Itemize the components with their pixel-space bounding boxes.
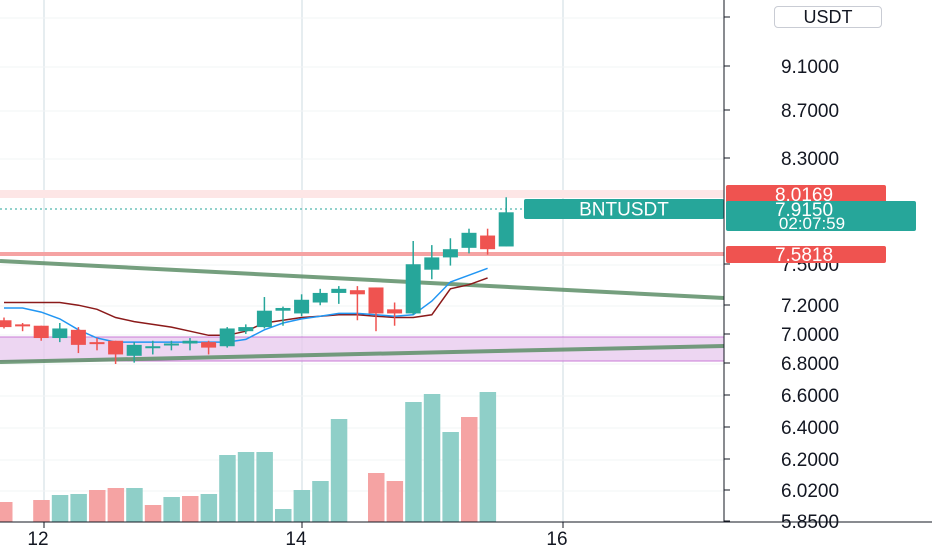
price-axis-label: 9.1000 bbox=[781, 57, 839, 78]
candle-body[interactable] bbox=[480, 235, 496, 250]
grid-lines bbox=[0, 0, 724, 522]
candle-body[interactable] bbox=[275, 307, 291, 311]
volume-bar bbox=[70, 494, 87, 522]
currency-button[interactable]: USDT bbox=[774, 6, 882, 28]
volume-bar bbox=[275, 509, 292, 522]
volume-bar bbox=[256, 452, 273, 522]
volume-bar bbox=[330, 419, 348, 522]
candle-body[interactable] bbox=[108, 340, 124, 355]
candle-body[interactable] bbox=[145, 346, 161, 349]
level-low-label: 7.5818 bbox=[775, 245, 833, 266]
level-high-label: 8.0169 bbox=[775, 185, 833, 206]
volume-bar bbox=[0, 502, 13, 522]
volume-bar bbox=[461, 417, 478, 522]
price-axis-label: 6.8000 bbox=[781, 354, 839, 375]
bar-countdown-label: 02:07:59 bbox=[779, 214, 845, 233]
candle-body[interactable] bbox=[405, 264, 421, 314]
time-axis-label: 16 bbox=[546, 529, 567, 550]
candle-body[interactable] bbox=[0, 320, 12, 328]
volume-bar bbox=[126, 488, 143, 522]
price-axis-label: 6.2000 bbox=[781, 450, 839, 471]
candle-body[interactable] bbox=[331, 288, 347, 293]
price-axis-label: 8.3000 bbox=[781, 149, 839, 170]
volume-bar bbox=[423, 394, 441, 522]
candle-body[interactable] bbox=[312, 292, 328, 303]
level-low-tag bbox=[726, 246, 886, 263]
candle-body[interactable] bbox=[33, 325, 49, 339]
volume-bar bbox=[386, 481, 404, 522]
volume-bar bbox=[442, 432, 459, 522]
volume-bar bbox=[237, 452, 255, 522]
volume-bar bbox=[144, 505, 162, 522]
candle-body[interactable] bbox=[461, 232, 477, 248]
volume-bar bbox=[33, 500, 50, 522]
candle-body[interactable] bbox=[424, 257, 440, 270]
support-trendline bbox=[0, 344, 725, 364]
volume-bar bbox=[312, 481, 329, 522]
volume-bars bbox=[0, 392, 497, 522]
volume-bar bbox=[200, 494, 218, 522]
candle-body[interactable] bbox=[349, 290, 365, 295]
candle-body[interactable] bbox=[219, 328, 235, 347]
symbol-label: BNTUSDT bbox=[579, 200, 669, 221]
candle-body[interactable] bbox=[387, 309, 403, 314]
candle-body[interactable] bbox=[368, 287, 384, 314]
candle-body[interactable] bbox=[182, 340, 198, 344]
candle-body[interactable] bbox=[163, 343, 179, 346]
candle-body[interactable] bbox=[256, 310, 272, 328]
volume-bar bbox=[107, 488, 125, 522]
volume-bar bbox=[163, 497, 180, 522]
time-axis-label: 12 bbox=[27, 529, 48, 550]
price-axis-label: 6.4000 bbox=[781, 418, 839, 439]
candle-body[interactable] bbox=[126, 344, 142, 356]
candle-body[interactable] bbox=[89, 342, 105, 345]
volume-bar bbox=[368, 473, 385, 522]
resistance-zone bbox=[0, 190, 724, 198]
volume-bar bbox=[89, 490, 106, 522]
price-axis-label: 6.6000 bbox=[781, 386, 839, 407]
price-axis-label: 7.0000 bbox=[781, 325, 839, 346]
candle-body[interactable] bbox=[498, 212, 514, 247]
level-high-tag bbox=[726, 185, 886, 203]
candle-body[interactable] bbox=[201, 342, 217, 348]
candle-body[interactable] bbox=[52, 328, 68, 339]
price-axis-label: 8.7000 bbox=[781, 101, 839, 122]
volume-bar bbox=[405, 402, 422, 522]
price-axis-label: 7.2000 bbox=[781, 296, 839, 317]
trendlines bbox=[0, 259, 725, 364]
volume-bar bbox=[182, 496, 199, 522]
volume-bar bbox=[479, 392, 497, 522]
time-axis[interactable]: 12 14 16 bbox=[27, 522, 568, 550]
volume-bar bbox=[51, 495, 69, 522]
candle-body[interactable] bbox=[294, 299, 310, 314]
candle-body[interactable] bbox=[15, 324, 31, 327]
current-price-label: 7.9150 bbox=[775, 200, 833, 221]
time-axis-label: 14 bbox=[285, 529, 307, 550]
candle-body[interactable] bbox=[442, 249, 458, 258]
volume-bar bbox=[219, 455, 236, 522]
resistance-trendline bbox=[0, 259, 725, 300]
current-price-tag bbox=[726, 201, 916, 231]
candlesticks[interactable] bbox=[0, 197, 514, 364]
volume-bar bbox=[293, 490, 311, 522]
candle-body[interactable] bbox=[238, 327, 254, 332]
price-axis-label: 6.0200 bbox=[781, 481, 839, 502]
candle-body[interactable] bbox=[70, 329, 86, 345]
symbol-label-box bbox=[524, 199, 724, 219]
